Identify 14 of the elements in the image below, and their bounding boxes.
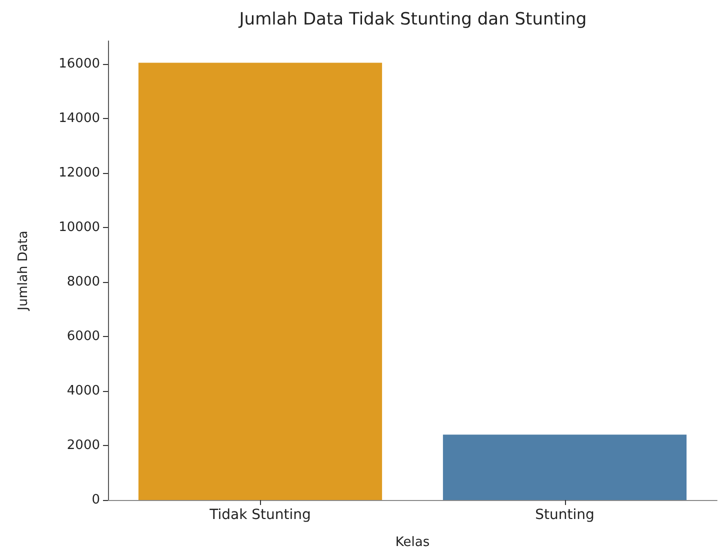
x-tick-label: Tidak Stunting bbox=[208, 507, 311, 523]
y-axis-title: Jumlah Data bbox=[16, 230, 31, 312]
x-tick-label: Stunting bbox=[535, 507, 594, 523]
y-tick-label: 8000 bbox=[66, 274, 100, 290]
y-tick-label: 10000 bbox=[58, 220, 100, 236]
y-tick-label: 14000 bbox=[58, 111, 100, 126]
y-tick-label: 2000 bbox=[66, 438, 100, 454]
y-tick-label: 4000 bbox=[66, 384, 100, 399]
y-tick-label: 16000 bbox=[58, 56, 100, 72]
y-tick-label: 12000 bbox=[58, 166, 100, 181]
chart-title: Jumlah Data Tidak Stunting dan Stunting bbox=[238, 10, 587, 30]
y-tick-label: 0 bbox=[92, 492, 100, 508]
x-axis-title: Kelas bbox=[395, 535, 430, 550]
y-tick-label: 6000 bbox=[66, 329, 100, 344]
